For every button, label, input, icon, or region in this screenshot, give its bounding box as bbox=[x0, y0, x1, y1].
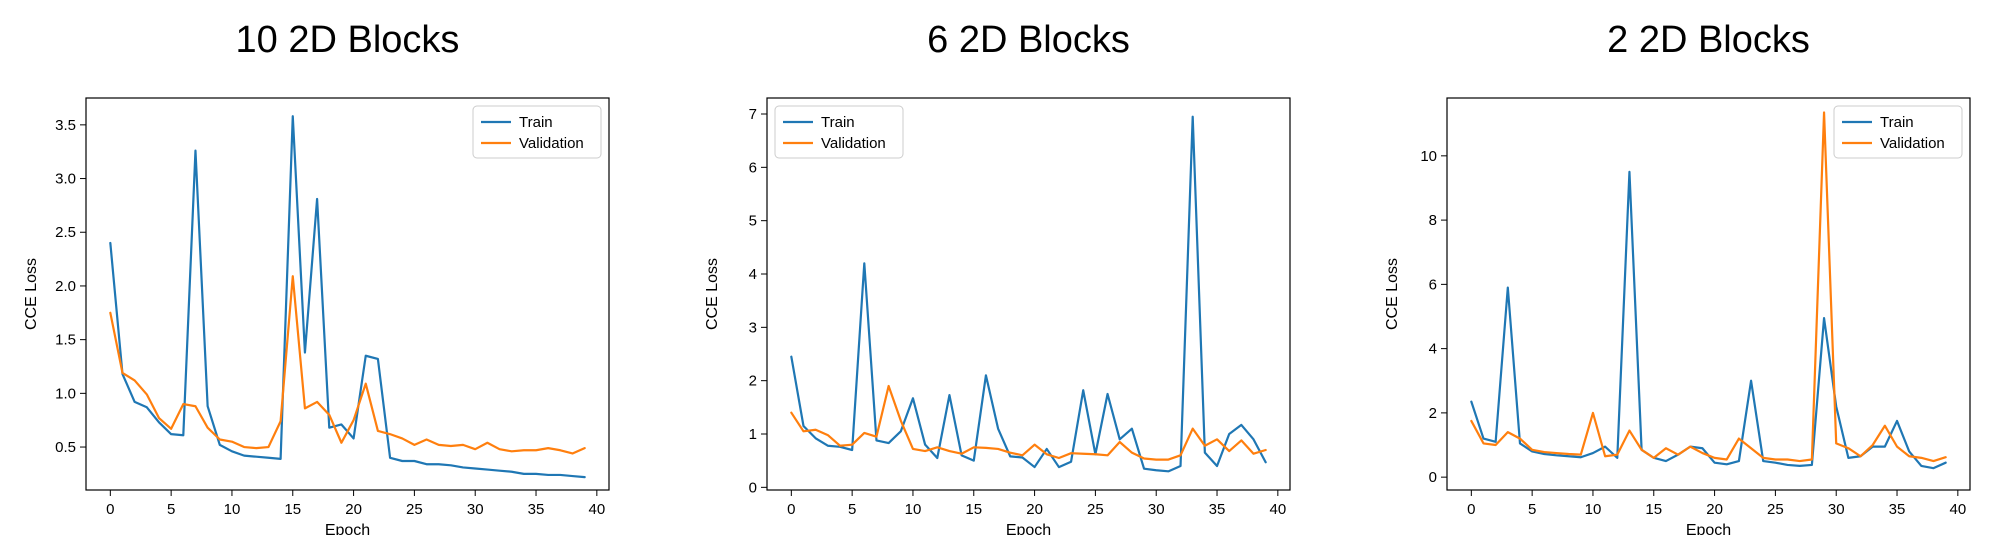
x-tick-label: 35 bbox=[1889, 501, 1906, 518]
legend-label-train: Train bbox=[519, 114, 553, 131]
x-tick-label: 0 bbox=[1467, 501, 1475, 518]
series-line-train bbox=[1470, 170, 1947, 470]
y-tick-label: 6 bbox=[1429, 276, 1437, 293]
y-tick-label: 8 bbox=[1429, 212, 1437, 229]
series-validation bbox=[790, 384, 1267, 461]
x-tick-label: 5 bbox=[848, 501, 856, 518]
y-tick-label: 6 bbox=[749, 159, 757, 176]
series-line-validation bbox=[790, 384, 1267, 461]
series-train bbox=[109, 115, 586, 479]
x-tick-label: 0 bbox=[787, 501, 795, 518]
y-tick-label: 2.0 bbox=[55, 278, 76, 295]
y-tick-label: 0.5 bbox=[55, 439, 76, 456]
x-axis-label: Epoch bbox=[1006, 522, 1051, 535]
x-tick-label: 20 bbox=[345, 501, 362, 518]
y-axis-label: CCE Loss bbox=[23, 258, 40, 330]
y-tick-label: 2 bbox=[749, 373, 757, 390]
plot-area-frame bbox=[766, 97, 1291, 491]
legend: Train Validation bbox=[774, 105, 904, 159]
y-axis-label: CCE Loss bbox=[1384, 258, 1401, 330]
y-tick-label: 3.5 bbox=[55, 117, 76, 134]
legend-box bbox=[472, 105, 602, 159]
y-tick-label: 2 bbox=[1429, 405, 1437, 422]
legend-box bbox=[774, 105, 904, 159]
legend: Train Validation bbox=[1833, 105, 1963, 159]
x-tick-label: 10 bbox=[1585, 501, 1602, 518]
x-tick-label: 5 bbox=[167, 501, 175, 518]
x-tick-label: 30 bbox=[1828, 501, 1845, 518]
series-line-validation bbox=[1470, 111, 1947, 463]
x-tick-label: 10 bbox=[224, 501, 241, 518]
y-tick-label: 1 bbox=[749, 426, 757, 443]
y-tick-label: 1.5 bbox=[55, 332, 76, 349]
legend-label-validation: Validation bbox=[821, 135, 886, 152]
plot-area-frame bbox=[85, 97, 610, 491]
x-tick-label: 30 bbox=[1148, 501, 1165, 518]
series-validation bbox=[1470, 111, 1947, 463]
x-tick-label: 15 bbox=[1645, 501, 1662, 518]
x-tick-label: 20 bbox=[1706, 501, 1723, 518]
legend-label-train: Train bbox=[821, 114, 855, 131]
y-tick-label: 0 bbox=[749, 479, 757, 496]
x-tick-label: 40 bbox=[588, 501, 605, 518]
chart-panel-2: 6 2D Blocks 0 5 10 15 20 25 30 35 40 0 1 2 3 4 5 6 7 Epoch… bbox=[704, 19, 1291, 535]
x-tick-label: 25 bbox=[1767, 501, 1784, 518]
series-train bbox=[1470, 170, 1947, 470]
x-axis-label: Epoch bbox=[1686, 522, 1731, 535]
series-line-train bbox=[109, 115, 586, 479]
x-axis-label: Epoch bbox=[325, 522, 370, 535]
y-axis-label: CCE Loss bbox=[704, 258, 721, 330]
x-tick-label: 10 bbox=[905, 501, 922, 518]
y-tick-label: 3.0 bbox=[55, 171, 76, 188]
chart-panel-3: 2 2D Blocks 0 5 10 15 20 25 30 35 40 0 2 4 6 8 10 Epoch C… bbox=[1384, 19, 1971, 535]
series-line-train bbox=[790, 115, 1267, 473]
chart-panel-1: 10 2D Blocks 0 5 10 15 20 25 30 35 40 0.5 1.0 1.5 2.0… bbox=[23, 19, 610, 535]
plot-area-frame bbox=[1446, 97, 1971, 491]
x-tick-label: 40 bbox=[1949, 501, 1966, 518]
y-tick-label: 1.0 bbox=[55, 385, 76, 402]
legend-label-validation: Validation bbox=[1880, 135, 1945, 152]
y-tick-label: 2.5 bbox=[55, 224, 76, 241]
x-tick-label: 25 bbox=[406, 501, 423, 518]
x-tick-label: 40 bbox=[1269, 501, 1286, 518]
legend-label-train: Train bbox=[1880, 114, 1914, 131]
x-tick-label: 15 bbox=[284, 501, 301, 518]
x-tick-label: 5 bbox=[1528, 501, 1536, 518]
y-tick-label: 4 bbox=[1429, 341, 1437, 358]
x-tick-label: 15 bbox=[965, 501, 982, 518]
y-tick-label: 10 bbox=[1420, 148, 1437, 165]
y-tick-label: 5 bbox=[749, 213, 757, 230]
x-tick-label: 25 bbox=[1087, 501, 1104, 518]
legend-box bbox=[1833, 105, 1963, 159]
legend-label-validation: Validation bbox=[519, 135, 584, 152]
chart-title: 2 2D Blocks bbox=[1607, 19, 1810, 61]
x-tick-label: 20 bbox=[1026, 501, 1043, 518]
x-tick-label: 0 bbox=[106, 501, 114, 518]
series-train bbox=[790, 115, 1267, 473]
y-tick-label: 4 bbox=[749, 266, 757, 283]
chart-title: 10 2D Blocks bbox=[236, 19, 460, 61]
y-tick-label: 0 bbox=[1429, 469, 1437, 486]
y-tick-label: 7 bbox=[749, 106, 757, 123]
x-tick-label: 35 bbox=[1209, 501, 1226, 518]
chart-title: 6 2D Blocks bbox=[927, 19, 1130, 61]
x-tick-label: 35 bbox=[528, 501, 545, 518]
x-tick-label: 30 bbox=[467, 501, 484, 518]
series-validation bbox=[109, 275, 586, 455]
series-line-validation bbox=[109, 275, 586, 455]
y-tick-label: 3 bbox=[749, 319, 757, 336]
legend: Train Validation bbox=[472, 105, 602, 159]
